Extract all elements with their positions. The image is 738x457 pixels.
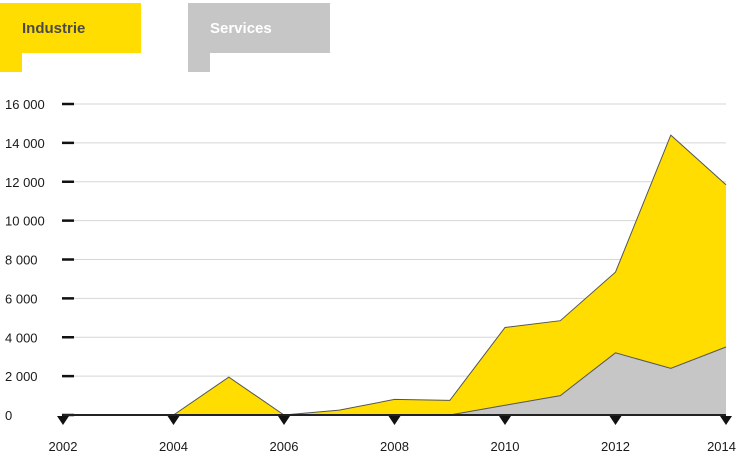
x-tick-label: 2008 xyxy=(380,439,409,454)
x-tick-mark xyxy=(720,416,732,425)
tab-services[interactable]: Services xyxy=(188,3,330,53)
x-tick-label: 2014 xyxy=(707,439,736,454)
y-tick-label: 14 000 xyxy=(5,136,45,151)
x-tick-label: 2012 xyxy=(601,439,630,454)
y-tick-label: 2 000 xyxy=(5,369,38,384)
y-tick-label: 16 000 xyxy=(5,97,45,112)
x-tick-mark xyxy=(167,416,180,425)
x-tick-label: 2002 xyxy=(49,439,78,454)
tab-services-label: Services xyxy=(210,19,272,37)
x-tick-label: 2004 xyxy=(159,439,188,454)
x-tick-mark xyxy=(278,416,290,425)
x-tick-label: 2006 xyxy=(270,439,299,454)
x-tick-label: 2010 xyxy=(491,439,520,454)
y-tick-label: 0 xyxy=(5,408,12,423)
tab-industrie-label: Industrie xyxy=(22,19,86,37)
x-tick-mark xyxy=(609,416,622,425)
tab-industrie[interactable]: Industrie xyxy=(0,3,141,53)
y-tick-label: 6 000 xyxy=(5,291,38,306)
y-tick-label: 8 000 xyxy=(5,253,38,268)
x-tick-mark xyxy=(388,416,401,425)
y-tick-label: 10 000 xyxy=(5,214,45,229)
area-services xyxy=(63,347,726,415)
y-tick-label: 4 000 xyxy=(5,330,38,345)
area-industrie xyxy=(63,135,726,415)
tab-services-pointer xyxy=(188,53,210,72)
x-tick-mark xyxy=(499,416,511,425)
x-tick-mark xyxy=(57,416,69,425)
y-tick-label: 12 000 xyxy=(5,175,45,190)
tab-industrie-pointer xyxy=(0,53,22,72)
